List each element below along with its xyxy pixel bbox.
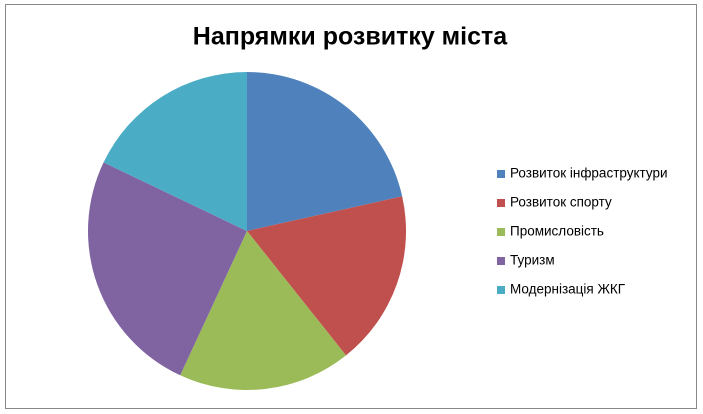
- legend-label: Модернізація ЖКГ: [510, 282, 626, 297]
- legend-swatch: [497, 286, 505, 294]
- chart-title: Напрямки розвитку міста: [193, 23, 508, 51]
- legend-swatch: [497, 257, 505, 265]
- legend-label: Розвиток інфраструктури: [510, 166, 668, 181]
- pie-slice: [103, 72, 247, 231]
- legend-label: Промисловість: [510, 224, 604, 239]
- legend-label: Туризм: [510, 253, 555, 268]
- legend-swatch: [497, 170, 505, 178]
- pie-slice: [180, 231, 347, 390]
- legend-label: Розвиток спорту: [510, 195, 612, 210]
- pie-slice: [247, 196, 406, 356]
- pie-slice: [247, 72, 403, 231]
- legend-swatch: [497, 199, 505, 207]
- legend-swatch: [497, 228, 505, 236]
- pie-slice: [88, 162, 247, 376]
